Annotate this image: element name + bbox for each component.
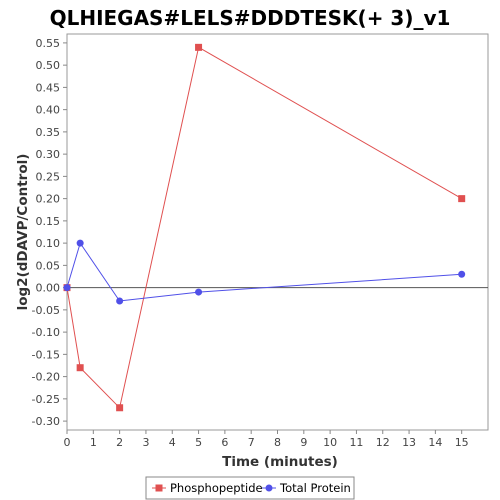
legend-label: Total Protein	[279, 481, 351, 495]
x-tick-label: 1	[90, 436, 97, 449]
y-tick-label: 0.00	[36, 282, 61, 295]
y-tick-label: 0.50	[36, 59, 61, 72]
legend-swatch-square	[155, 484, 163, 492]
data-point-circle	[195, 288, 203, 296]
x-tick-label: 11	[349, 436, 363, 449]
y-tick-label: -0.30	[32, 415, 60, 428]
x-tick-label: 10	[323, 436, 337, 449]
chart-title: QLHIEGAS#LELS#DDDTESK(+ 3)_v1	[50, 6, 451, 30]
x-tick-label: 13	[402, 436, 416, 449]
x-tick-label: 14	[428, 436, 442, 449]
y-tick-label: -0.20	[32, 371, 60, 384]
x-tick-label: 3	[142, 436, 149, 449]
legend: Phosphopeptide Total Protein	[152, 481, 351, 495]
data-point-circle	[63, 284, 71, 292]
x-tick-label: 7	[248, 436, 255, 449]
legend-box	[145, 476, 355, 500]
x-axis: 0 1 2 3 4 5 6 7 8 9 10 11 12 13 14 15	[64, 430, 469, 449]
legend-label: Phosphopeptide	[170, 481, 263, 495]
y-tick-label: 0.10	[36, 237, 61, 250]
y-axis-title: log2(dDAVP/Control)	[15, 154, 31, 311]
y-tick-label: 0.40	[36, 104, 61, 117]
y-tick-label: 0.25	[36, 170, 61, 183]
data-point-square	[195, 43, 203, 51]
y-tick-label: 0.35	[36, 126, 61, 139]
y-tick-label: 0.05	[36, 259, 61, 272]
x-axis-title: Time (minutes)	[222, 454, 338, 470]
y-tick-label: 0.30	[36, 148, 61, 161]
x-tick-label: 9	[300, 436, 307, 449]
data-point-circle	[76, 239, 84, 247]
data-point-square	[76, 364, 84, 372]
data-point-square	[458, 195, 466, 203]
y-tick-label: 0.45	[36, 81, 61, 94]
data-point-circle	[116, 297, 124, 305]
x-tick-label: 5	[195, 436, 202, 449]
y-tick-label: 0.55	[36, 37, 61, 50]
data-point-circle	[458, 270, 466, 278]
x-tick-label: 6	[221, 436, 228, 449]
y-tick-label: 0.20	[36, 193, 61, 206]
plot-area	[66, 33, 489, 431]
y-tick-label: -0.25	[32, 393, 60, 406]
x-tick-label: 0	[64, 436, 71, 449]
data-point-square	[116, 404, 124, 412]
x-tick-label: 15	[455, 436, 469, 449]
x-tick-label: 4	[169, 436, 176, 449]
x-tick-label: 2	[116, 436, 123, 449]
legend-swatch-circle	[265, 484, 273, 492]
series-layer	[63, 43, 488, 412]
x-tick-label: 8	[274, 436, 281, 449]
y-tick-label: -0.15	[32, 348, 60, 361]
y-tick-label: -0.05	[32, 304, 60, 317]
x-tick-label: 12	[376, 436, 390, 449]
y-tick-label: 0.15	[36, 215, 61, 228]
y-axis: -0.30 -0.25 -0.20 -0.15 -0.10 -0.05 0.00 0.05 0.…	[32, 37, 67, 428]
y-tick-label: -0.10	[32, 326, 60, 339]
